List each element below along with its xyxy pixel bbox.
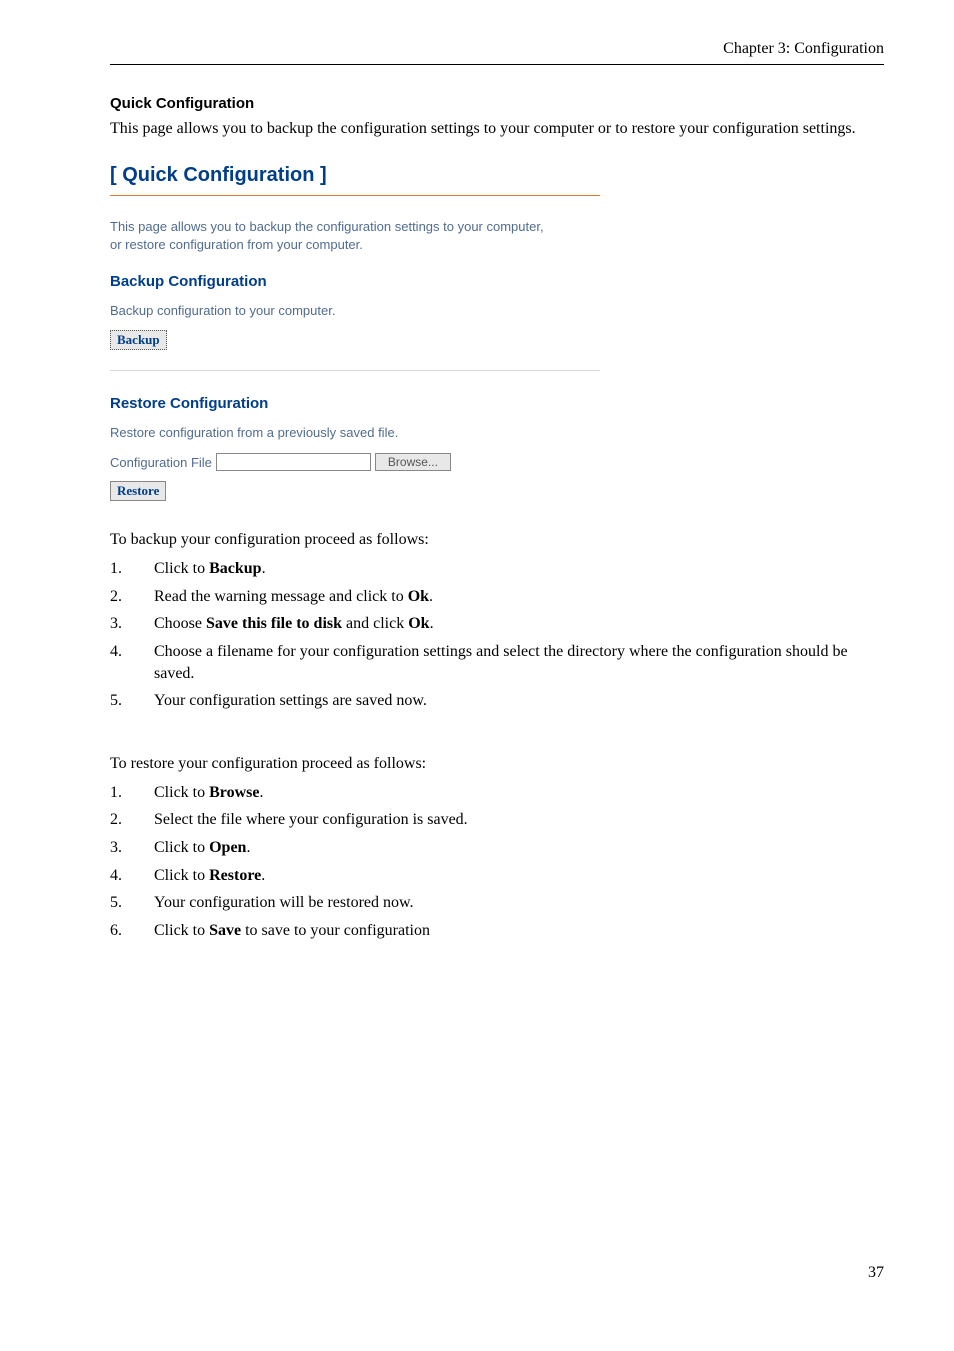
page-number: 37 [110,1264,884,1282]
step-text: Choose Save this file to disk and click … [154,613,884,635]
step-item: 2.Select the file where your configurati… [110,806,884,834]
backup-button[interactable]: Backup [110,330,167,350]
step-number: 1. [110,782,154,804]
backup-steps-list: 1.Click to Backup.2.Read the warning mes… [110,555,884,715]
step-number: 2. [110,586,154,608]
config-file-input[interactable] [216,453,371,471]
step-item: 3.Choose Save this file to disk and clic… [110,610,884,638]
step-text: Choose a filename for your configuration… [154,641,884,684]
step-text: Select the file where your configuration… [154,809,884,831]
section-intro: This page allows you to backup the confi… [110,120,884,138]
restore-heading: Restore Configuration [110,395,600,412]
file-label: Configuration File [110,455,212,470]
step-item: 4.Click to Restore. [110,862,884,890]
ui-separator [110,370,600,371]
restore-instructions-lead: To restore your configuration proceed as… [110,755,884,773]
backup-heading: Backup Configuration [110,273,600,290]
restore-steps-list: 1.Click to Browse.2.Select the file wher… [110,779,884,945]
restore-desc: Restore configuration from a previously … [110,424,600,442]
step-text: Your configuration settings are saved no… [154,690,884,712]
step-text: Click to Open. [154,837,884,859]
step-number: 2. [110,809,154,831]
step-number: 5. [110,690,154,712]
chapter-header: Chapter 3: Configuration [110,40,884,65]
step-number: 4. [110,641,154,684]
step-item: 4.Choose a filename for your configurati… [110,638,884,687]
browse-button[interactable]: Browse... [375,453,451,471]
step-number: 1. [110,558,154,580]
step-number: 3. [110,613,154,635]
step-number: 6. [110,920,154,942]
file-row: Configuration File Browse... [110,453,600,471]
backup-desc: Backup configuration to your computer. [110,302,600,320]
step-item: 1.Click to Backup. [110,555,884,583]
restore-button[interactable]: Restore [110,481,166,501]
step-number: 3. [110,837,154,859]
config-ui-panel: [ Quick Configuration ] This page allows… [110,164,600,501]
ui-desc-line1: This page allows you to backup the confi… [110,219,544,234]
section-title: Quick Configuration [110,95,884,112]
backup-instructions-lead: To backup your configuration proceed as … [110,531,884,549]
step-number: 4. [110,865,154,887]
step-item: 2.Read the warning message and click to … [110,583,884,611]
step-text: Click to Restore. [154,865,884,887]
ui-desc-line2: or restore configuration from your compu… [110,237,363,252]
ui-description: This page allows you to backup the confi… [110,218,600,253]
step-text: Click to Save to save to your configurat… [154,920,884,942]
step-number: 5. [110,892,154,914]
step-text: Your configuration will be restored now. [154,892,884,914]
step-text: Read the warning message and click to Ok… [154,586,884,608]
step-text: Click to Browse. [154,782,884,804]
step-item: 1.Click to Browse. [110,779,884,807]
step-item: 6.Click to Save to save to your configur… [110,917,884,945]
step-item: 3.Click to Open. [110,834,884,862]
step-item: 5.Your configuration settings are saved … [110,687,884,715]
step-item: 5.Your configuration will be restored no… [110,889,884,917]
step-text: Click to Backup. [154,558,884,580]
ui-title: [ Quick Configuration ] [110,164,600,196]
